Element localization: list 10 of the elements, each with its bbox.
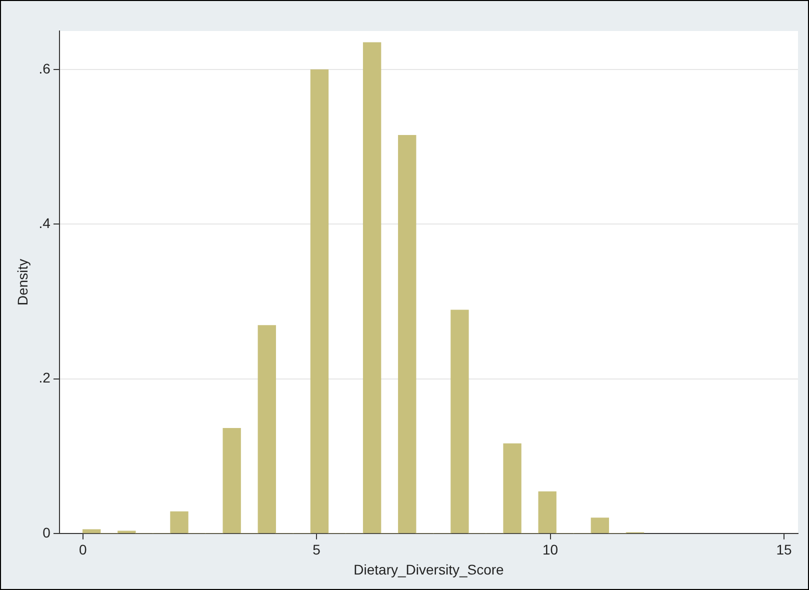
x-tick-label: 5	[312, 542, 321, 558]
y-axis-title: Density	[14, 258, 30, 306]
y-tick-label: .4	[38, 215, 51, 232]
x-tick-label: 10	[542, 542, 558, 558]
y-tick-label: .6	[38, 60, 51, 77]
x-tick-label: 0	[78, 542, 87, 558]
y-tick-label: .2	[38, 370, 51, 386]
x-tick-label: 15	[776, 542, 792, 558]
x-axis-title: Dietary_Diversity_Score	[354, 561, 504, 578]
y-tick-label: 0	[42, 524, 51, 540]
